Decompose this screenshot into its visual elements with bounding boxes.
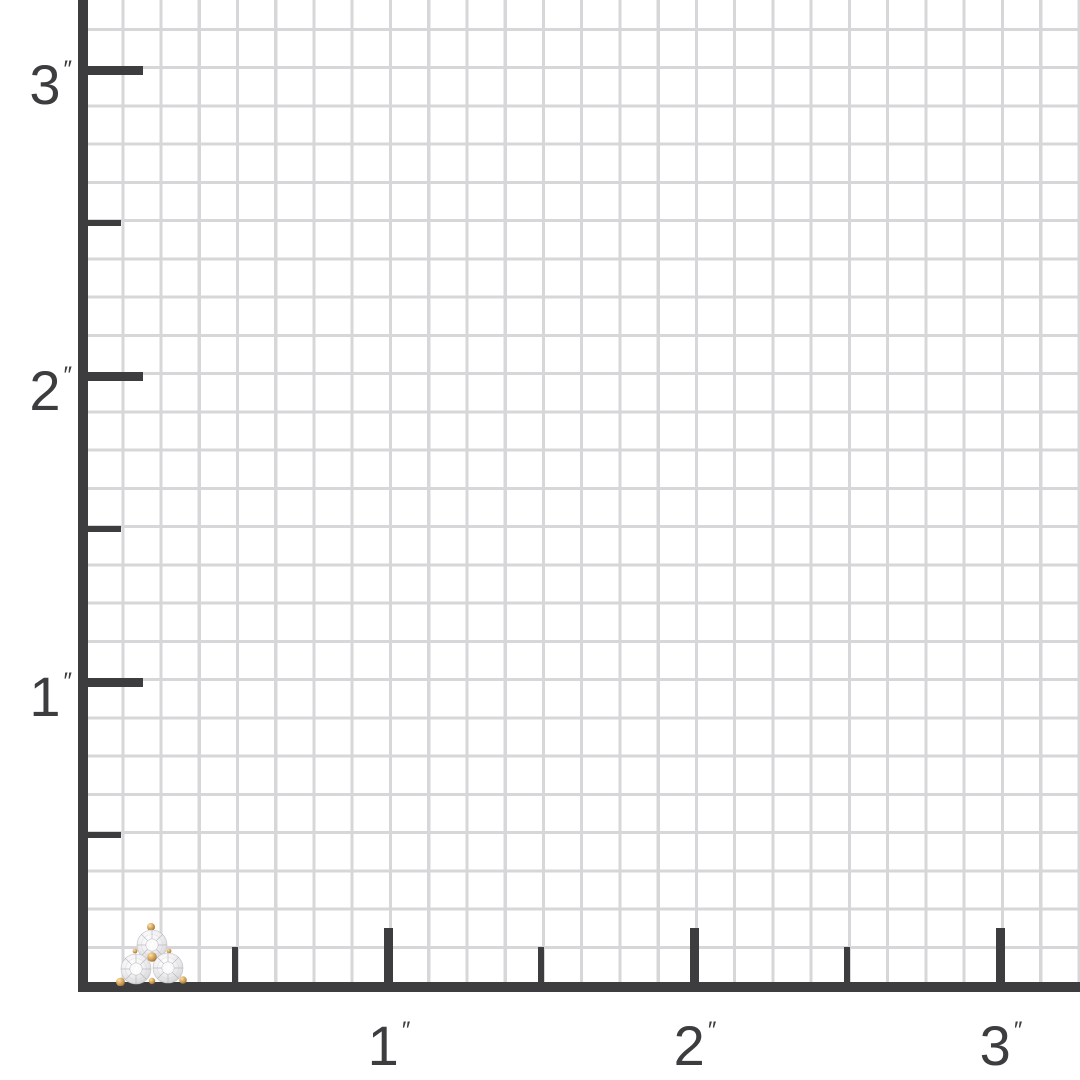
x-axis-tick-1-5in [538,947,544,982]
x-label-value: 3 [979,1014,1011,1077]
inch-mark: ″ [1013,1017,1022,1044]
y-axis-label-3-inch: 3 ″ [0,42,72,116]
measurement-grid [83,0,1080,987]
inch-mark: ″ [63,668,72,695]
x-axis-tick-2in [690,928,699,982]
y-label-value: 2 [29,359,61,422]
y-label-value: 3 [29,53,61,116]
x-axis-label-2-inch: 2 ″ [624,1003,764,1074]
x-axis-tick-0-5in [232,947,238,982]
x-label-value: 2 [673,1014,705,1077]
y-axis-tick-1-5in [88,526,121,532]
y-axis-tick-1in [88,678,143,687]
y-axis-tick-2-5in [88,220,121,226]
y-axis-label-2-inch: 2 ″ [0,348,72,422]
inch-mark: ″ [401,1017,410,1044]
inch-mark: ″ [63,56,72,83]
gold-center-bead [147,952,157,962]
product-image-diamond-cluster [116,923,187,986]
y-axis-tick-0-5in [88,832,121,838]
x-axis-tick-2-5in [844,947,850,982]
y-axis-label-1-inch: 1 ″ [0,654,72,728]
diamond-stone-left [120,953,152,985]
x-axis-label-3-inch: 3 ″ [930,1003,1070,1074]
inch-mark: ″ [707,1017,716,1044]
x-axis-tick-1in [384,928,393,982]
x-axis-tick-3in [996,928,1005,982]
y-axis-tick-3in [88,66,143,75]
y-axis-tick-2in [88,372,143,381]
y-label-value: 1 [29,665,61,728]
diamond-stone-right [152,952,184,984]
x-axis-label-1-inch: 1 ″ [318,1003,458,1074]
y-axis-line [78,0,88,992]
x-axis-line [78,982,1080,992]
gold-prongs [116,923,187,986]
x-label-value: 1 [367,1014,399,1077]
inch-mark: ″ [63,362,72,389]
